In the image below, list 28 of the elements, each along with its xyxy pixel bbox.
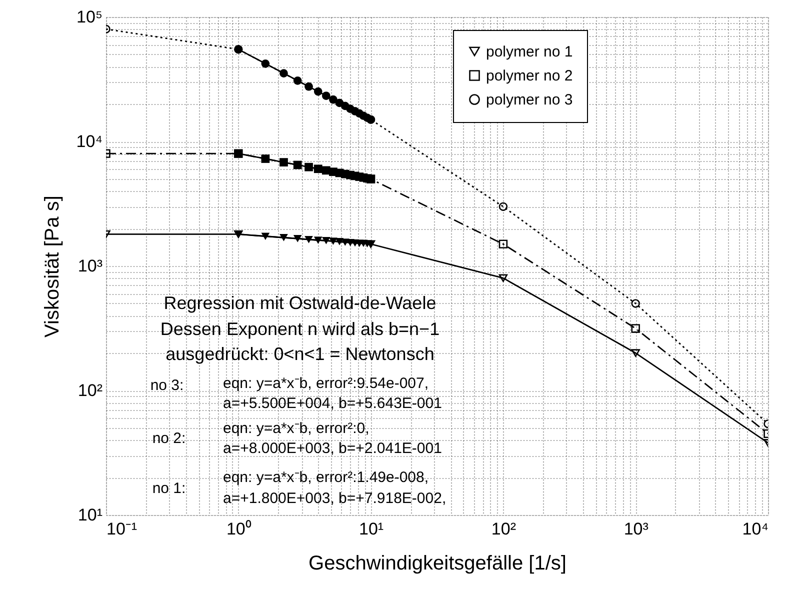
annotation: ausgedrückt: 0<n<1 = Newtonsch (166, 344, 434, 364)
annotation: eqn: y=a*x⁻b, error²:1.49e-008, (223, 469, 429, 486)
x-tick-label: 10⁴ (742, 520, 768, 538)
x-tick-label: 10⁰ (226, 520, 252, 538)
legend-label: polymer no 2 (486, 68, 573, 84)
annotation: no 1: (152, 480, 186, 497)
legend-label: polymer no 1 (486, 44, 573, 60)
annotation: no 3: (150, 377, 184, 394)
annotation: a=+5.500E+004, b=+5.643E-001 (223, 395, 442, 412)
annotation: eqn: y=a*x⁻b, error²:9.54e-007, (223, 375, 429, 392)
x-tick-label: 10³ (624, 520, 649, 538)
annotation: a=+8.000E+003, b=+2.041E-001 (223, 440, 442, 457)
y-tick-label: 10⁴ (76, 132, 102, 151)
annotation: Regression mit Ostwald-de-Waele (164, 293, 436, 313)
y-tick-label: 10³ (78, 256, 103, 276)
y-tick-label: 10¹ (78, 506, 103, 524)
annotation: eqn: y=a*x⁻b, error²:0, (223, 420, 370, 437)
y-tick-label: 10² (78, 381, 103, 400)
x-tick-label: 10¹ (359, 520, 384, 538)
annotation: no 2: (152, 430, 186, 447)
legend-label: polymer no 3 (486, 92, 573, 108)
x-tick-label: 10⁻¹ (106, 520, 138, 538)
annotation: Dessen Exponent n wird als b=n−1 (160, 319, 440, 339)
annotation: a=+1.800E+003, b=+7.918E-002, (223, 490, 446, 507)
y-axis-title: Viskosität [Pa s] (41, 196, 64, 338)
y-tick-label: 10⁵ (76, 8, 102, 26)
x-axis-title: Geschwindigkeitsgefälle [1/s] (308, 552, 566, 574)
x-tick-label: 10² (491, 520, 516, 538)
